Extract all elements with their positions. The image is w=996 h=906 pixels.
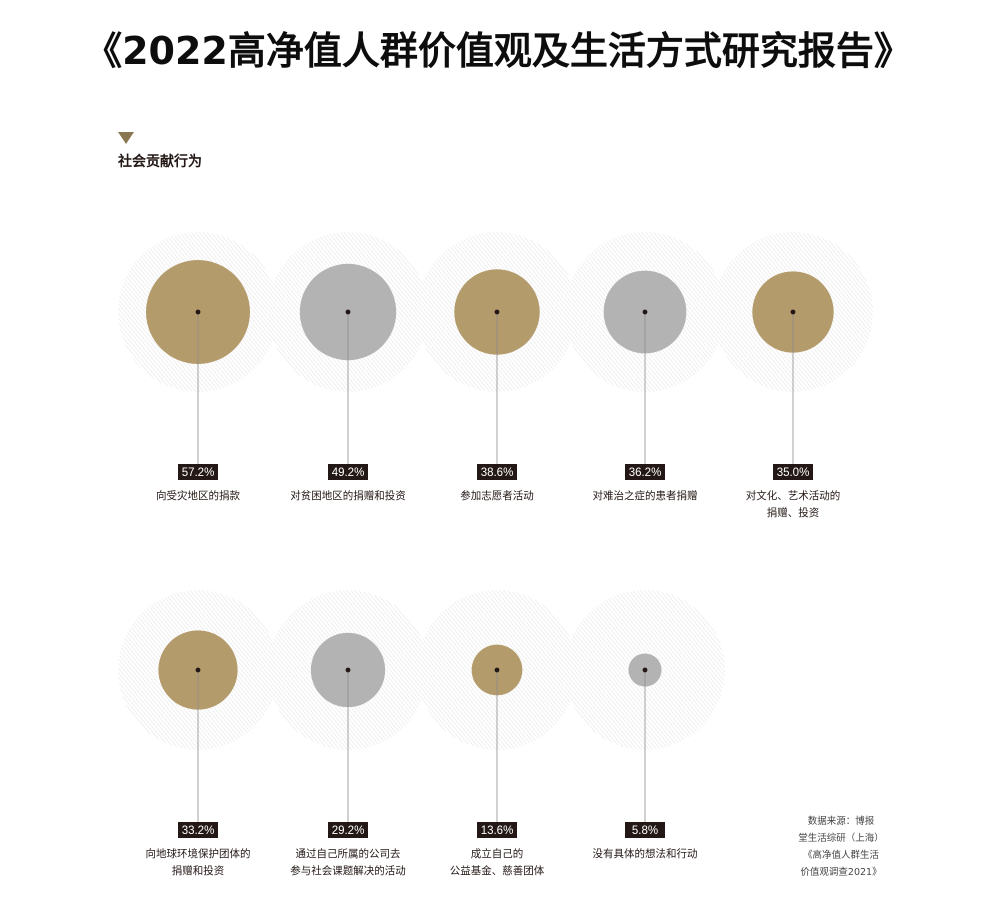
value-label: 49.2% [332, 467, 365, 479]
category-label: 公益基金、慈善团体 [450, 864, 545, 877]
source-line: 堂生活综研（上海） [798, 833, 884, 844]
value-label: 35.0% [777, 467, 810, 479]
category-label: 捐赠、投资 [767, 506, 820, 519]
value-label: 36.2% [629, 467, 662, 479]
center-dot [494, 309, 500, 315]
value-label: 38.6% [481, 467, 514, 479]
section-title: 社会贡献行为 [118, 154, 202, 170]
center-dot [195, 309, 201, 315]
category-label: 向受灾地区的捐款 [156, 489, 240, 502]
category-label: 通过自己所属的公司去 [296, 847, 401, 860]
value-label-bg [178, 464, 218, 480]
category-label: 对难治之症的患者捐赠 [593, 489, 698, 502]
center-dot [345, 309, 351, 315]
value-label-bg [328, 464, 368, 480]
center-dot [494, 667, 500, 673]
category-label: 没有具体的想法和行动 [593, 847, 698, 860]
value-label: 13.6% [481, 825, 514, 837]
source-line: 价值观调查2021》 [800, 867, 882, 878]
source-line: 《高净值人群生活 [802, 850, 879, 861]
value-label-bg [625, 464, 665, 480]
center-dot [642, 309, 648, 315]
value-label: 57.2% [182, 467, 215, 479]
category-label: 对贫困地区的捐赠和投资 [290, 489, 406, 502]
source-line: 数据来源：博报 [807, 816, 875, 827]
center-dot [195, 667, 201, 673]
value-label: 5.8% [632, 825, 658, 837]
center-dot [345, 667, 351, 673]
data-source-note: 数据来源：博报 堂生活综研（上海） 《高净值人群生活 价值观调查2021》 [786, 813, 896, 881]
category-label: 捐赠和投资 [172, 864, 225, 877]
value-label-bg [477, 822, 517, 838]
value-label: 33.2% [182, 825, 215, 837]
center-dot [790, 309, 796, 315]
category-label: 成立自己的 [471, 847, 524, 860]
value-label-bg [328, 822, 368, 838]
category-label: 参与社会课题解决的活动 [290, 864, 406, 877]
category-label: 参加志愿者活动 [460, 489, 534, 502]
value-label-bg [477, 464, 517, 480]
category-label: 向地球环境保护团体的 [146, 847, 251, 860]
section-marker-triangle-icon [118, 132, 134, 144]
value-label: 29.2% [332, 825, 365, 837]
center-dot [642, 667, 648, 673]
report-title: 《2022高净值人群价值观及生活方式研究报告》 [84, 29, 912, 73]
value-label-bg [178, 822, 218, 838]
value-label-bg [625, 822, 665, 838]
value-label-bg [773, 464, 813, 480]
category-label: 对文化、艺术活动的 [746, 489, 841, 502]
